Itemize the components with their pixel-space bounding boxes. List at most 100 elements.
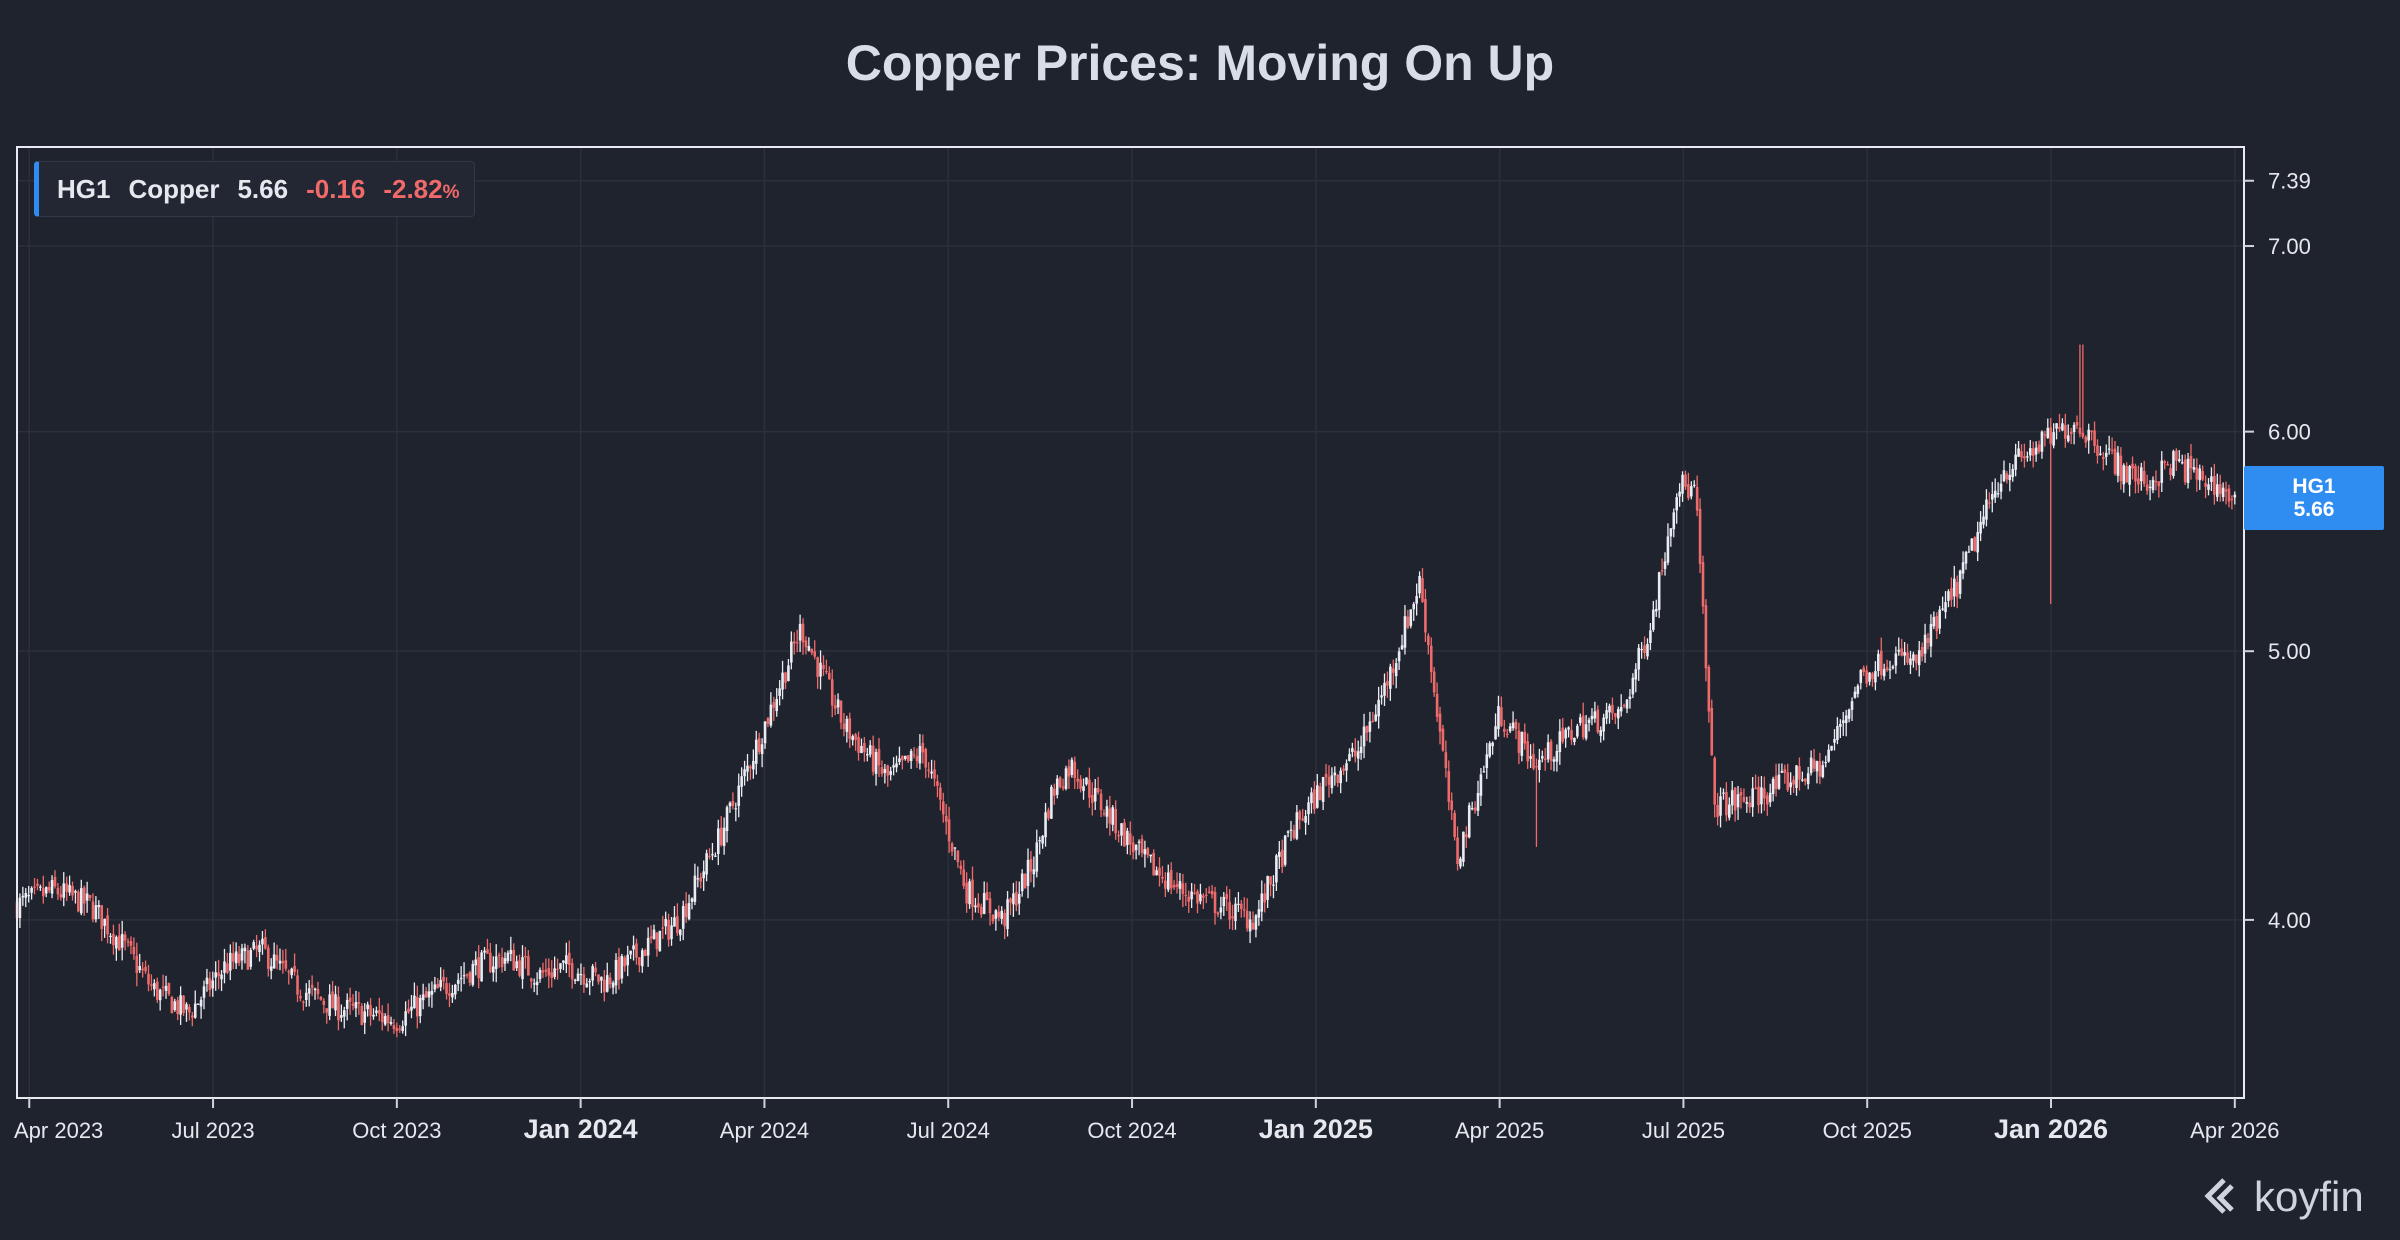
- candle-body: [375, 1010, 378, 1013]
- candle-body: [50, 880, 54, 894]
- candle-body: [605, 975, 609, 992]
- candle: [202, 980, 206, 1010]
- candle: [266, 944, 270, 977]
- candle: [1032, 856, 1036, 888]
- candle: [196, 1003, 200, 1005]
- candle: [486, 938, 489, 954]
- candle-body: [547, 968, 551, 976]
- candle: [494, 944, 498, 983]
- candle: [1888, 660, 1892, 680]
- legend-instrument: Copper: [128, 173, 220, 204]
- candle-body: [2175, 450, 2178, 461]
- candle-body: [810, 648, 814, 653]
- candle-body: [863, 743, 866, 753]
- candle: [1257, 900, 1261, 926]
- candle: [416, 985, 419, 1029]
- ticker-legend[interactable]: HG1 Copper 5.66 -0.16 -2.82%: [34, 161, 475, 217]
- candle-body: [240, 948, 244, 961]
- candle-body: [1064, 768, 1068, 789]
- candle-body: [18, 897, 22, 919]
- candle: [123, 931, 127, 951]
- candle: [214, 961, 217, 991]
- candle-body: [1415, 595, 1418, 604]
- price-tag-value: 5.66: [2293, 498, 2335, 521]
- candle: [585, 978, 589, 988]
- candle-body: [1637, 647, 1641, 670]
- candle: [275, 944, 279, 970]
- candle: [1152, 849, 1155, 876]
- candle: [1523, 723, 1527, 750]
- candle: [1353, 738, 1357, 763]
- last-price-tag: HG1 5.66: [2244, 466, 2384, 530]
- candle: [1982, 504, 1985, 529]
- candle: [407, 999, 410, 1014]
- candle-body: [725, 807, 729, 832]
- candle-body: [866, 754, 869, 756]
- candle: [1877, 649, 1880, 677]
- candle: [1295, 805, 1299, 841]
- candle: [684, 892, 688, 923]
- candle: [1865, 665, 1868, 688]
- candle-body: [1841, 720, 1845, 724]
- candle-body: [1263, 893, 1267, 903]
- candle-body: [2201, 470, 2204, 480]
- candle-body: [1999, 483, 2003, 492]
- candle: [608, 972, 612, 989]
- candle: [1237, 891, 1240, 912]
- candle: [541, 962, 545, 978]
- candle: [378, 997, 381, 1022]
- candle-body: [1485, 754, 1489, 768]
- candle: [1015, 880, 1018, 912]
- candle: [2122, 463, 2126, 493]
- candle-body: [886, 765, 890, 776]
- candle-body: [944, 815, 948, 822]
- candle: [185, 1002, 188, 1022]
- candle-body: [947, 819, 951, 842]
- candle: [1368, 711, 1372, 743]
- candle: [500, 947, 504, 973]
- candle: [623, 955, 627, 972]
- candle-body: [41, 888, 45, 897]
- candle-body: [901, 756, 904, 761]
- candle: [1722, 788, 1725, 800]
- candle-body: [576, 973, 580, 982]
- candle: [787, 658, 790, 682]
- candle: [1131, 836, 1135, 860]
- candle: [696, 866, 700, 888]
- candle-body: [1047, 810, 1050, 819]
- candle: [1473, 801, 1477, 814]
- candle: [1760, 776, 1763, 814]
- candle-body: [1190, 891, 1193, 900]
- candle: [1742, 788, 1746, 803]
- candle: [2104, 444, 2108, 466]
- candle: [1225, 886, 1229, 911]
- candle-body: [842, 723, 846, 730]
- candle-body: [287, 971, 291, 973]
- candle-body: [626, 954, 630, 966]
- candle: [424, 987, 428, 998]
- candle: [1254, 913, 1258, 938]
- candle-body: [670, 925, 673, 940]
- candle-body: [760, 744, 764, 755]
- candle: [491, 956, 495, 982]
- candle: [462, 962, 466, 985]
- candle-body: [1391, 668, 1395, 673]
- candle: [2058, 413, 2061, 432]
- candle-body: [550, 972, 554, 978]
- candle-body: [1488, 743, 1491, 757]
- candle: [1616, 706, 1620, 730]
- candle-body: [678, 929, 682, 936]
- candle: [991, 914, 995, 924]
- candle: [1564, 727, 1567, 748]
- candle-body: [643, 950, 647, 956]
- candle-body: [1649, 630, 1652, 643]
- candle-body: [1450, 800, 1454, 811]
- candle-body: [1444, 752, 1448, 769]
- candle-body: [1184, 894, 1188, 897]
- candle-body: [1400, 645, 1404, 650]
- candle-body: [1818, 761, 1822, 777]
- candle: [1429, 637, 1433, 683]
- candle-body: [88, 895, 92, 898]
- candle: [1190, 882, 1193, 908]
